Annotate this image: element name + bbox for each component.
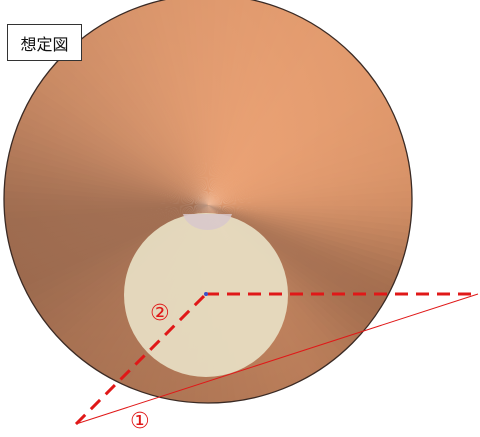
path-one-solid-line <box>75 293 479 425</box>
apex-cap <box>183 214 232 231</box>
cone-shading <box>4 0 412 403</box>
center-point <box>204 292 208 296</box>
cone-outline <box>3 0 413 404</box>
path-two-dashed-diagonal <box>74 292 208 426</box>
title-label: 想定図 <box>7 24 82 61</box>
marker-one-label: ① <box>130 409 150 433</box>
marker-two-label: ② <box>150 301 170 326</box>
